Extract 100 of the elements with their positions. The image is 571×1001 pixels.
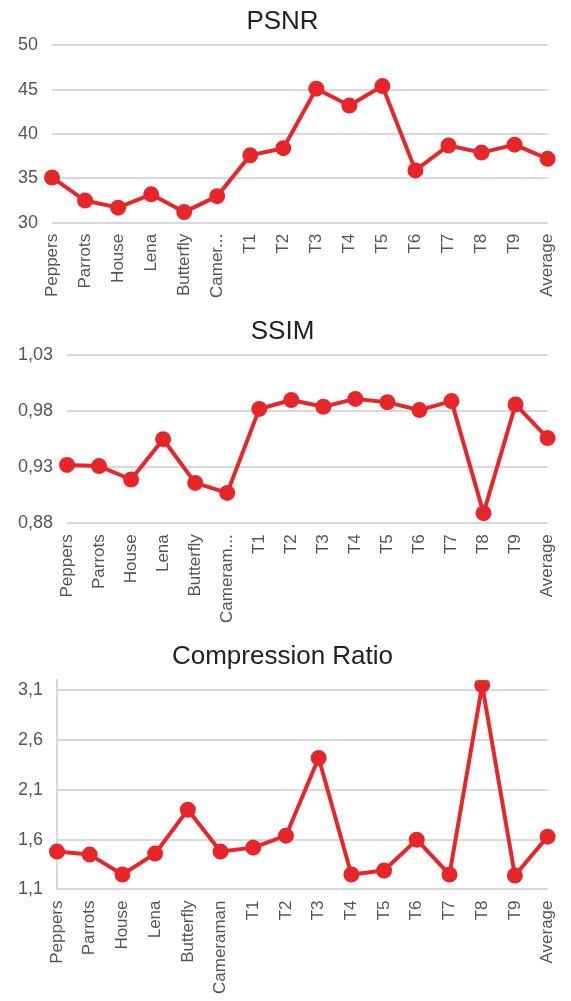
x-tick-label: T8 (473, 534, 493, 555)
x-tick-label: T1 (242, 900, 262, 921)
x-tick-label: T7 (441, 534, 461, 555)
x-tick-label: T5 (377, 534, 397, 555)
point (374, 78, 391, 95)
point (407, 162, 424, 179)
x-tick-label: Peppers (41, 233, 61, 298)
x-tick-label: T1 (248, 534, 268, 555)
point (209, 188, 226, 205)
point (315, 398, 332, 415)
x-tick-label: T8 (471, 900, 491, 921)
point (277, 827, 294, 844)
y-tick-label: 35 (17, 167, 39, 188)
point (110, 199, 127, 216)
x-tick-label: T3 (308, 900, 328, 921)
point (310, 749, 327, 766)
x-tick-label: T6 (405, 233, 425, 254)
y-tick-label: 45 (17, 78, 39, 99)
y-tick-label: 1,1 (17, 878, 44, 899)
x-tick-label: Camer... (206, 233, 226, 299)
y-tick-label: 1,03 (17, 344, 54, 365)
point (245, 839, 262, 856)
point (212, 843, 229, 860)
point (411, 402, 428, 419)
x-tick-label: T4 (341, 900, 361, 921)
x-tick-label: Peppers (46, 900, 66, 964)
x-tick-label: T1 (239, 233, 259, 254)
point (123, 471, 140, 488)
point (219, 484, 236, 501)
point (347, 390, 364, 407)
point (308, 80, 325, 97)
x-tick-label: House (112, 900, 132, 950)
x-tick-label: T4 (339, 233, 359, 254)
x-tick-label: Lena (152, 533, 172, 573)
x-tick-label: T9 (504, 900, 524, 921)
x-tick-label: T5 (372, 233, 392, 254)
point (179, 801, 196, 818)
point (440, 137, 457, 154)
chart-title: PSNR (246, 4, 319, 35)
point (176, 204, 193, 221)
point (91, 458, 108, 475)
point (155, 431, 172, 448)
x-tick-label: T6 (409, 534, 429, 555)
x-tick-label: T3 (313, 534, 333, 555)
point (114, 866, 131, 883)
x-tick-label: T7 (439, 900, 459, 921)
point (275, 140, 292, 157)
y-tick-label: 30 (17, 211, 39, 232)
y-tick-label: 2,6 (17, 728, 44, 749)
point (507, 396, 524, 413)
y-tick-label: 0,98 (17, 400, 54, 421)
point (539, 828, 556, 845)
point (376, 862, 393, 879)
x-tick-label: Butterfly (184, 533, 204, 597)
x-tick-label: T5 (373, 900, 393, 921)
point (443, 393, 460, 410)
x-tick-label: House (107, 233, 127, 283)
x-tick-label: Peppers (56, 534, 76, 598)
x-tick-label: T6 (406, 900, 426, 921)
point (506, 867, 523, 884)
point (147, 845, 164, 862)
x-tick-label: Lena (140, 233, 160, 272)
x-tick-label: Average (537, 233, 557, 297)
x-tick-label: Cameram... (216, 534, 236, 623)
point (49, 843, 66, 860)
point (539, 150, 556, 167)
y-tick-label: 0,88 (17, 512, 54, 533)
x-tick-label: T9 (504, 233, 524, 254)
x-tick-label: Parrots (88, 534, 108, 589)
point (474, 680, 491, 694)
point (283, 392, 300, 408)
y-tick-label: 40 (17, 122, 39, 143)
x-tick-label: T2 (275, 900, 295, 921)
point (539, 430, 556, 447)
x-tick-label: T8 (471, 233, 491, 254)
point (475, 505, 492, 522)
point (379, 394, 396, 411)
x-tick-label: Butterfly (177, 899, 197, 963)
x-tick-label: Lena (144, 899, 164, 939)
x-tick-label: T9 (505, 534, 525, 555)
point (81, 846, 98, 863)
point (187, 474, 204, 491)
x-tick-label: House (120, 534, 140, 584)
chart-title: SSIM (250, 314, 315, 345)
point (441, 866, 458, 883)
y-tick-label: 50 (17, 34, 39, 55)
x-tick-label: Cameraman (210, 900, 230, 995)
x-tick-label: Average (537, 534, 557, 598)
y-tick-label: 3,1 (17, 679, 44, 700)
chart-title: Compression Ratio (171, 639, 394, 670)
point (59, 456, 76, 473)
x-tick-label: T2 (272, 233, 292, 254)
x-tick-label: T2 (280, 534, 300, 555)
point (506, 136, 523, 153)
y-tick-label: 1,6 (17, 828, 44, 849)
x-tick-label: Butterfly (173, 233, 193, 297)
x-tick-label: Parrots (79, 900, 99, 956)
y-tick-label: 2,1 (17, 778, 44, 799)
point (343, 866, 360, 883)
point (77, 192, 94, 209)
